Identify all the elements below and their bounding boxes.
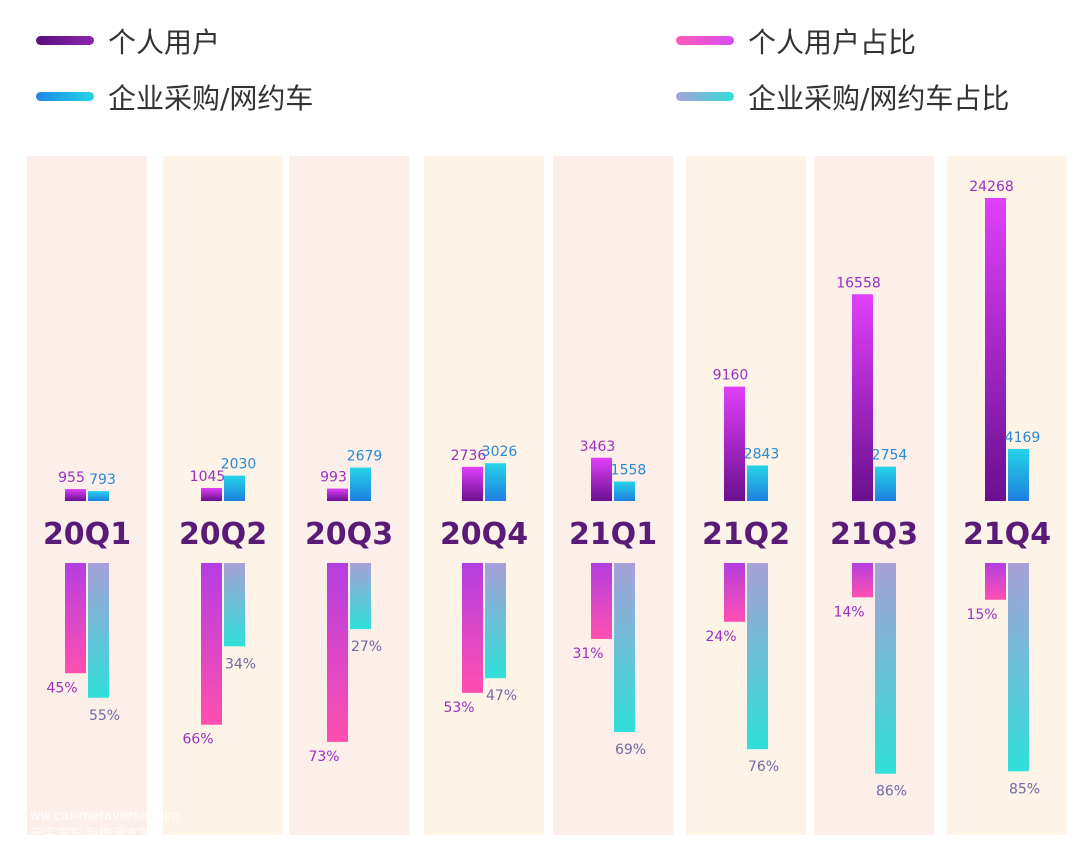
share-bar-personal-21q2 [724,563,745,622]
share-label-personal-21q3: 14% [833,604,864,620]
legend-label-personal: 个人用户 [108,26,220,59]
share-label-personal-21q1: 31% [572,646,603,662]
label-personal-20q1: 955 [58,470,85,486]
share-label-enterprise-21q3: 86% [876,784,907,800]
panel-21q2 [686,156,806,835]
share-label-personal-20q2: 66% [182,732,213,748]
legend: 个人用户 企业采购/网约车 个人用户占比 企业采购/网约车占比 [36,26,1009,115]
bar-personal-21q4 [985,198,1006,501]
label-personal-21q1: 3463 [580,439,616,455]
label-enterprise-21q3: 2754 [872,448,908,464]
share-bar-personal-20q4 [462,563,483,693]
share-label-enterprise-20q1: 55% [89,708,120,724]
label-personal-21q3: 16558 [836,275,881,291]
share-bar-enterprise-21q2 [747,563,768,750]
bar-personal-20q1 [65,489,86,501]
label-personal-20q2: 1045 [190,469,226,485]
share-bar-personal-20q1 [65,563,86,674]
share-label-enterprise-21q1: 69% [615,742,646,758]
bar-personal-21q2 [724,386,745,501]
bar-enterprise-21q2 [747,465,768,501]
bar-enterprise-20q1 [88,491,109,501]
bar-personal-20q4 [462,466,483,501]
bar-enterprise-21q1 [614,481,635,501]
share-bar-personal-21q4 [985,563,1006,600]
share-label-enterprise-21q2: 76% [748,759,779,775]
label-enterprise-21q4: 4169 [1005,430,1041,446]
legend-label-enterprise-share: 企业采购/网约车占比 [748,82,1009,115]
legend-label-personal-share: 个人用户占比 [748,26,916,59]
share-bar-enterprise-21q1 [614,563,635,733]
legend-label-enterprise: 企业采购/网约车 [108,82,313,115]
bar-enterprise-21q4 [1008,448,1029,501]
share-bar-enterprise-21q3 [875,563,896,774]
quarter-label-21q1: 21Q1 [569,517,657,552]
share-label-personal-20q4: 53% [443,700,474,716]
panel-20q4 [424,156,544,835]
panel-21q3 [814,156,934,835]
share-bar-personal-20q2 [201,563,222,725]
quarter-label-20q4: 20Q4 [440,517,528,552]
share-label-enterprise-21q4: 85% [1009,781,1040,797]
label-personal-21q4: 24268 [969,179,1014,195]
bar-personal-21q1 [591,457,612,501]
share-label-enterprise-20q3: 27% [351,639,382,655]
share-bar-enterprise-20q3 [350,563,371,630]
watermark: ww.car-metaverse.com 元宇宙车·新能源汽车 [30,809,180,842]
bar-enterprise-20q3 [350,467,371,501]
label-personal-21q2: 9160 [713,368,749,384]
panel-20q2 [163,156,283,835]
bar-enterprise-20q4 [485,463,506,501]
share-label-personal-20q1: 45% [46,680,77,696]
legend-swatch-enterprise [36,92,94,101]
legend-swatch-personal [36,36,94,45]
share-bar-enterprise-21q4 [1008,563,1029,772]
share-bar-enterprise-20q1 [88,563,109,698]
bar-personal-21q3 [852,294,873,501]
share-bar-personal-21q3 [852,563,873,598]
watermark-url: ww.car-metaverse.com [30,809,180,824]
watermark-brand: 元宇宙车·新能源汽车 [30,826,151,842]
label-enterprise-20q1: 793 [89,472,116,488]
share-bar-personal-21q1 [591,563,612,639]
quarter-label-20q3: 20Q3 [305,517,393,552]
quarter-label-21q2: 21Q2 [702,517,790,552]
share-label-enterprise-20q4: 47% [486,688,517,704]
label-enterprise-21q1: 1558 [611,463,647,479]
label-personal-20q3: 993 [320,470,347,486]
share-label-personal-21q4: 15% [966,607,997,623]
label-enterprise-20q4: 3026 [482,444,518,460]
label-enterprise-21q2: 2843 [744,447,780,463]
share-label-personal-20q3: 73% [308,749,339,765]
panel-21q1 [553,156,673,835]
bar-enterprise-21q3 [875,466,896,501]
quarter-label-20q2: 20Q2 [179,517,267,552]
quarter-label-21q4: 21Q4 [963,517,1051,552]
label-personal-20q4: 2736 [451,448,487,464]
share-label-enterprise-20q2: 34% [225,656,256,672]
bar-enterprise-20q2 [224,475,245,501]
share-label-personal-21q2: 24% [705,629,736,645]
quarter-label-20q1: 20Q1 [43,517,131,552]
share-bar-personal-20q3 [327,563,348,742]
legend-swatch-enterprise-share [676,92,734,101]
quarter-label-21q3: 21Q3 [830,517,918,552]
legend-swatch-personal-share [676,36,734,45]
panel-20q3 [289,156,409,835]
label-enterprise-20q3: 2679 [347,449,383,465]
share-bar-enterprise-20q4 [485,563,506,679]
bar-personal-20q2 [201,487,222,501]
quarter-panels [27,156,1067,835]
bar-personal-20q3 [327,488,348,501]
label-enterprise-20q2: 2030 [221,457,257,473]
panel-21q4 [947,156,1067,835]
panel-20q1 [27,156,147,835]
share-bar-enterprise-20q2 [224,563,245,647]
